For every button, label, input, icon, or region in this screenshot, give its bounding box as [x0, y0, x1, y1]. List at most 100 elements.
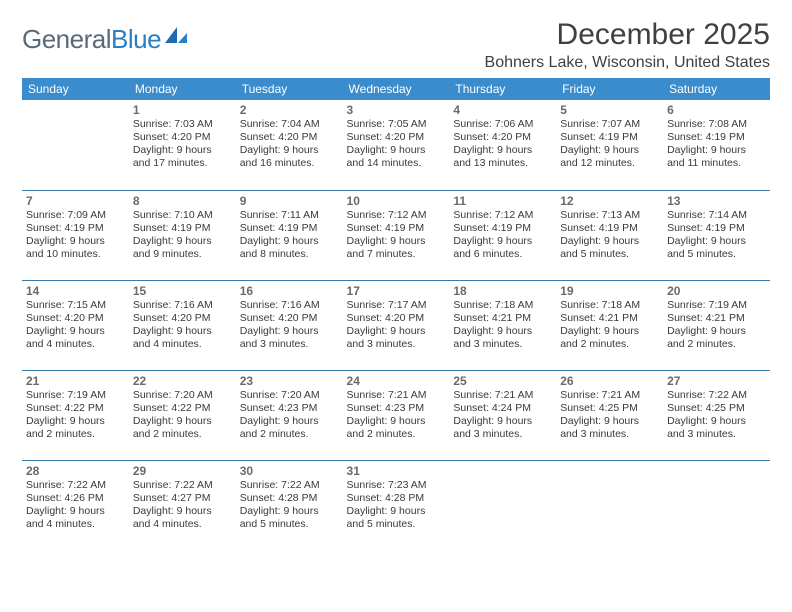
- day-info: Sunrise: 7:03 AMSunset: 4:20 PMDaylight:…: [133, 118, 232, 171]
- daylight-text: Daylight: 9 hours and 5 minutes.: [667, 235, 766, 261]
- calendar-day-cell: 1Sunrise: 7:03 AMSunset: 4:20 PMDaylight…: [129, 100, 236, 190]
- sunrise-text: Sunrise: 7:07 AM: [560, 118, 659, 131]
- calendar-day-cell: 25Sunrise: 7:21 AMSunset: 4:24 PMDayligh…: [449, 370, 556, 460]
- sunset-text: Sunset: 4:21 PM: [560, 312, 659, 325]
- calendar-day-cell: 14Sunrise: 7:15 AMSunset: 4:20 PMDayligh…: [22, 280, 129, 370]
- calendar-day-cell: [449, 460, 556, 550]
- day-number: 23: [240, 374, 339, 388]
- daylight-text: Daylight: 9 hours and 3 minutes.: [667, 415, 766, 441]
- daylight-text: Daylight: 9 hours and 12 minutes.: [560, 144, 659, 170]
- sunset-text: Sunset: 4:26 PM: [26, 492, 125, 505]
- day-number: 15: [133, 284, 232, 298]
- sunrise-text: Sunrise: 7:19 AM: [667, 299, 766, 312]
- daylight-text: Daylight: 9 hours and 3 minutes.: [240, 325, 339, 351]
- calendar-day-cell: 17Sunrise: 7:17 AMSunset: 4:20 PMDayligh…: [343, 280, 450, 370]
- sunset-text: Sunset: 4:20 PM: [347, 131, 446, 144]
- day-info: Sunrise: 7:18 AMSunset: 4:21 PMDaylight:…: [453, 299, 552, 352]
- calendar-week-row: 14Sunrise: 7:15 AMSunset: 4:20 PMDayligh…: [22, 280, 770, 370]
- daylight-text: Daylight: 9 hours and 2 minutes.: [667, 325, 766, 351]
- day-info: Sunrise: 7:16 AMSunset: 4:20 PMDaylight:…: [240, 299, 339, 352]
- sunrise-text: Sunrise: 7:20 AM: [240, 389, 339, 402]
- daylight-text: Daylight: 9 hours and 10 minutes.: [26, 235, 125, 261]
- sunrise-text: Sunrise: 7:11 AM: [240, 209, 339, 222]
- day-info: Sunrise: 7:21 AMSunset: 4:25 PMDaylight:…: [560, 389, 659, 442]
- day-number: 28: [26, 464, 125, 478]
- calendar-day-cell: 15Sunrise: 7:16 AMSunset: 4:20 PMDayligh…: [129, 280, 236, 370]
- day-number: 18: [453, 284, 552, 298]
- daylight-text: Daylight: 9 hours and 5 minutes.: [560, 235, 659, 261]
- weekday-header-row: Sunday Monday Tuesday Wednesday Thursday…: [22, 78, 770, 100]
- daylight-text: Daylight: 9 hours and 2 minutes.: [347, 415, 446, 441]
- weekday-header: Saturday: [663, 78, 770, 100]
- day-info: Sunrise: 7:12 AMSunset: 4:19 PMDaylight:…: [453, 209, 552, 262]
- sunrise-text: Sunrise: 7:06 AM: [453, 118, 552, 131]
- sunset-text: Sunset: 4:28 PM: [347, 492, 446, 505]
- calendar-day-cell: 24Sunrise: 7:21 AMSunset: 4:23 PMDayligh…: [343, 370, 450, 460]
- daylight-text: Daylight: 9 hours and 4 minutes.: [26, 325, 125, 351]
- day-number: 24: [347, 374, 446, 388]
- weekday-header: Thursday: [449, 78, 556, 100]
- sunset-text: Sunset: 4:20 PM: [240, 312, 339, 325]
- day-number: 4: [453, 103, 552, 117]
- daylight-text: Daylight: 9 hours and 2 minutes.: [240, 415, 339, 441]
- sunset-text: Sunset: 4:20 PM: [453, 131, 552, 144]
- day-number: 11: [453, 194, 552, 208]
- calendar-day-cell: 22Sunrise: 7:20 AMSunset: 4:22 PMDayligh…: [129, 370, 236, 460]
- daylight-text: Daylight: 9 hours and 2 minutes.: [133, 415, 232, 441]
- daylight-text: Daylight: 9 hours and 2 minutes.: [560, 325, 659, 351]
- daylight-text: Daylight: 9 hours and 3 minutes.: [453, 325, 552, 351]
- day-info: Sunrise: 7:18 AMSunset: 4:21 PMDaylight:…: [560, 299, 659, 352]
- sunset-text: Sunset: 4:20 PM: [26, 312, 125, 325]
- day-number: 22: [133, 374, 232, 388]
- sunset-text: Sunset: 4:19 PM: [26, 222, 125, 235]
- sunrise-text: Sunrise: 7:21 AM: [453, 389, 552, 402]
- day-info: Sunrise: 7:12 AMSunset: 4:19 PMDaylight:…: [347, 209, 446, 262]
- location-subtitle: Bohners Lake, Wisconsin, United States: [485, 54, 770, 72]
- day-number: 21: [26, 374, 125, 388]
- calendar-week-row: 28Sunrise: 7:22 AMSunset: 4:26 PM Dayligh…: [22, 460, 770, 550]
- weekday-header: Wednesday: [343, 78, 450, 100]
- sunrise-text: Sunrise: 7:10 AM: [133, 209, 232, 222]
- sunrise-text: Sunrise: 7:21 AM: [560, 389, 659, 402]
- day-info: Sunrise: 7:06 AMSunset: 4:20 PMDaylight:…: [453, 118, 552, 171]
- day-number: 5: [560, 103, 659, 117]
- calendar-day-cell: [22, 100, 129, 190]
- sunrise-text: Sunrise: 7:22 AM: [26, 479, 125, 492]
- brand-logo: GeneralBlue: [22, 24, 189, 55]
- daylight-text: Daylight: 9 hours and 4 minutes.: [133, 325, 232, 351]
- calendar-day-cell: 20Sunrise: 7:19 AMSunset: 4:21 PMDayligh…: [663, 280, 770, 370]
- sunrise-text: Sunrise: 7:22 AM: [667, 389, 766, 402]
- sunset-text: Sunset: 4:20 PM: [133, 131, 232, 144]
- calendar-day-cell: 26Sunrise: 7:21 AMSunset: 4:25 PMDayligh…: [556, 370, 663, 460]
- daylight-text: Daylight: 9 hours and 5 minutes.: [240, 505, 339, 531]
- sunrise-text: Sunrise: 7:04 AM: [240, 118, 339, 131]
- title-block: December 2025 Bohners Lake, Wisconsin, U…: [485, 18, 770, 72]
- calendar-day-cell: 6Sunrise: 7:08 AMSunset: 4:19 PMDaylight…: [663, 100, 770, 190]
- day-number: 31: [347, 464, 446, 478]
- day-number: 16: [240, 284, 339, 298]
- calendar-table: Sunday Monday Tuesday Wednesday Thursday…: [22, 78, 770, 550]
- day-info: Sunrise: 7:05 AMSunset: 4:20 PMDaylight:…: [347, 118, 446, 171]
- day-info: Sunrise: 7:21 AMSunset: 4:24 PMDaylight:…: [453, 389, 552, 442]
- day-number: 10: [347, 194, 446, 208]
- day-info: Sunrise: 7:22 AMSunset: 4:28 PMDaylight:…: [240, 479, 339, 532]
- sunrise-text: Sunrise: 7:16 AM: [133, 299, 232, 312]
- weekday-header: Friday: [556, 78, 663, 100]
- day-number: 8: [133, 194, 232, 208]
- weekday-header: Tuesday: [236, 78, 343, 100]
- day-info: Sunrise: 7:17 AMSunset: 4:20 PMDaylight:…: [347, 299, 446, 352]
- header: GeneralBlue December 2025 Bohners Lake, …: [22, 18, 770, 72]
- day-info: Sunrise: 7:11 AMSunset: 4:19 PMDaylight:…: [240, 209, 339, 262]
- calendar-day-cell: 21Sunrise: 7:19 AMSunset: 4:22 PMDayligh…: [22, 370, 129, 460]
- day-number: 26: [560, 374, 659, 388]
- daylight-text: Daylight: 9 hours and 3 minutes.: [560, 415, 659, 441]
- sunset-text: Sunset: 4:20 PM: [133, 312, 232, 325]
- calendar-day-cell: 9Sunrise: 7:11 AMSunset: 4:19 PMDaylight…: [236, 190, 343, 280]
- day-number: 12: [560, 194, 659, 208]
- sunset-text: Sunset: 4:19 PM: [133, 222, 232, 235]
- day-info: Sunrise: 7:20 AMSunset: 4:23 PMDaylight:…: [240, 389, 339, 442]
- calendar-day-cell: 13Sunrise: 7:14 AMSunset: 4:19 PMDayligh…: [663, 190, 770, 280]
- sunrise-text: Sunrise: 7:08 AM: [667, 118, 766, 131]
- daylight-text: Daylight: 9 hours and 6 minutes.: [453, 235, 552, 261]
- day-info: Sunrise: 7:23 AMSunset: 4:28 PMDaylight:…: [347, 479, 446, 532]
